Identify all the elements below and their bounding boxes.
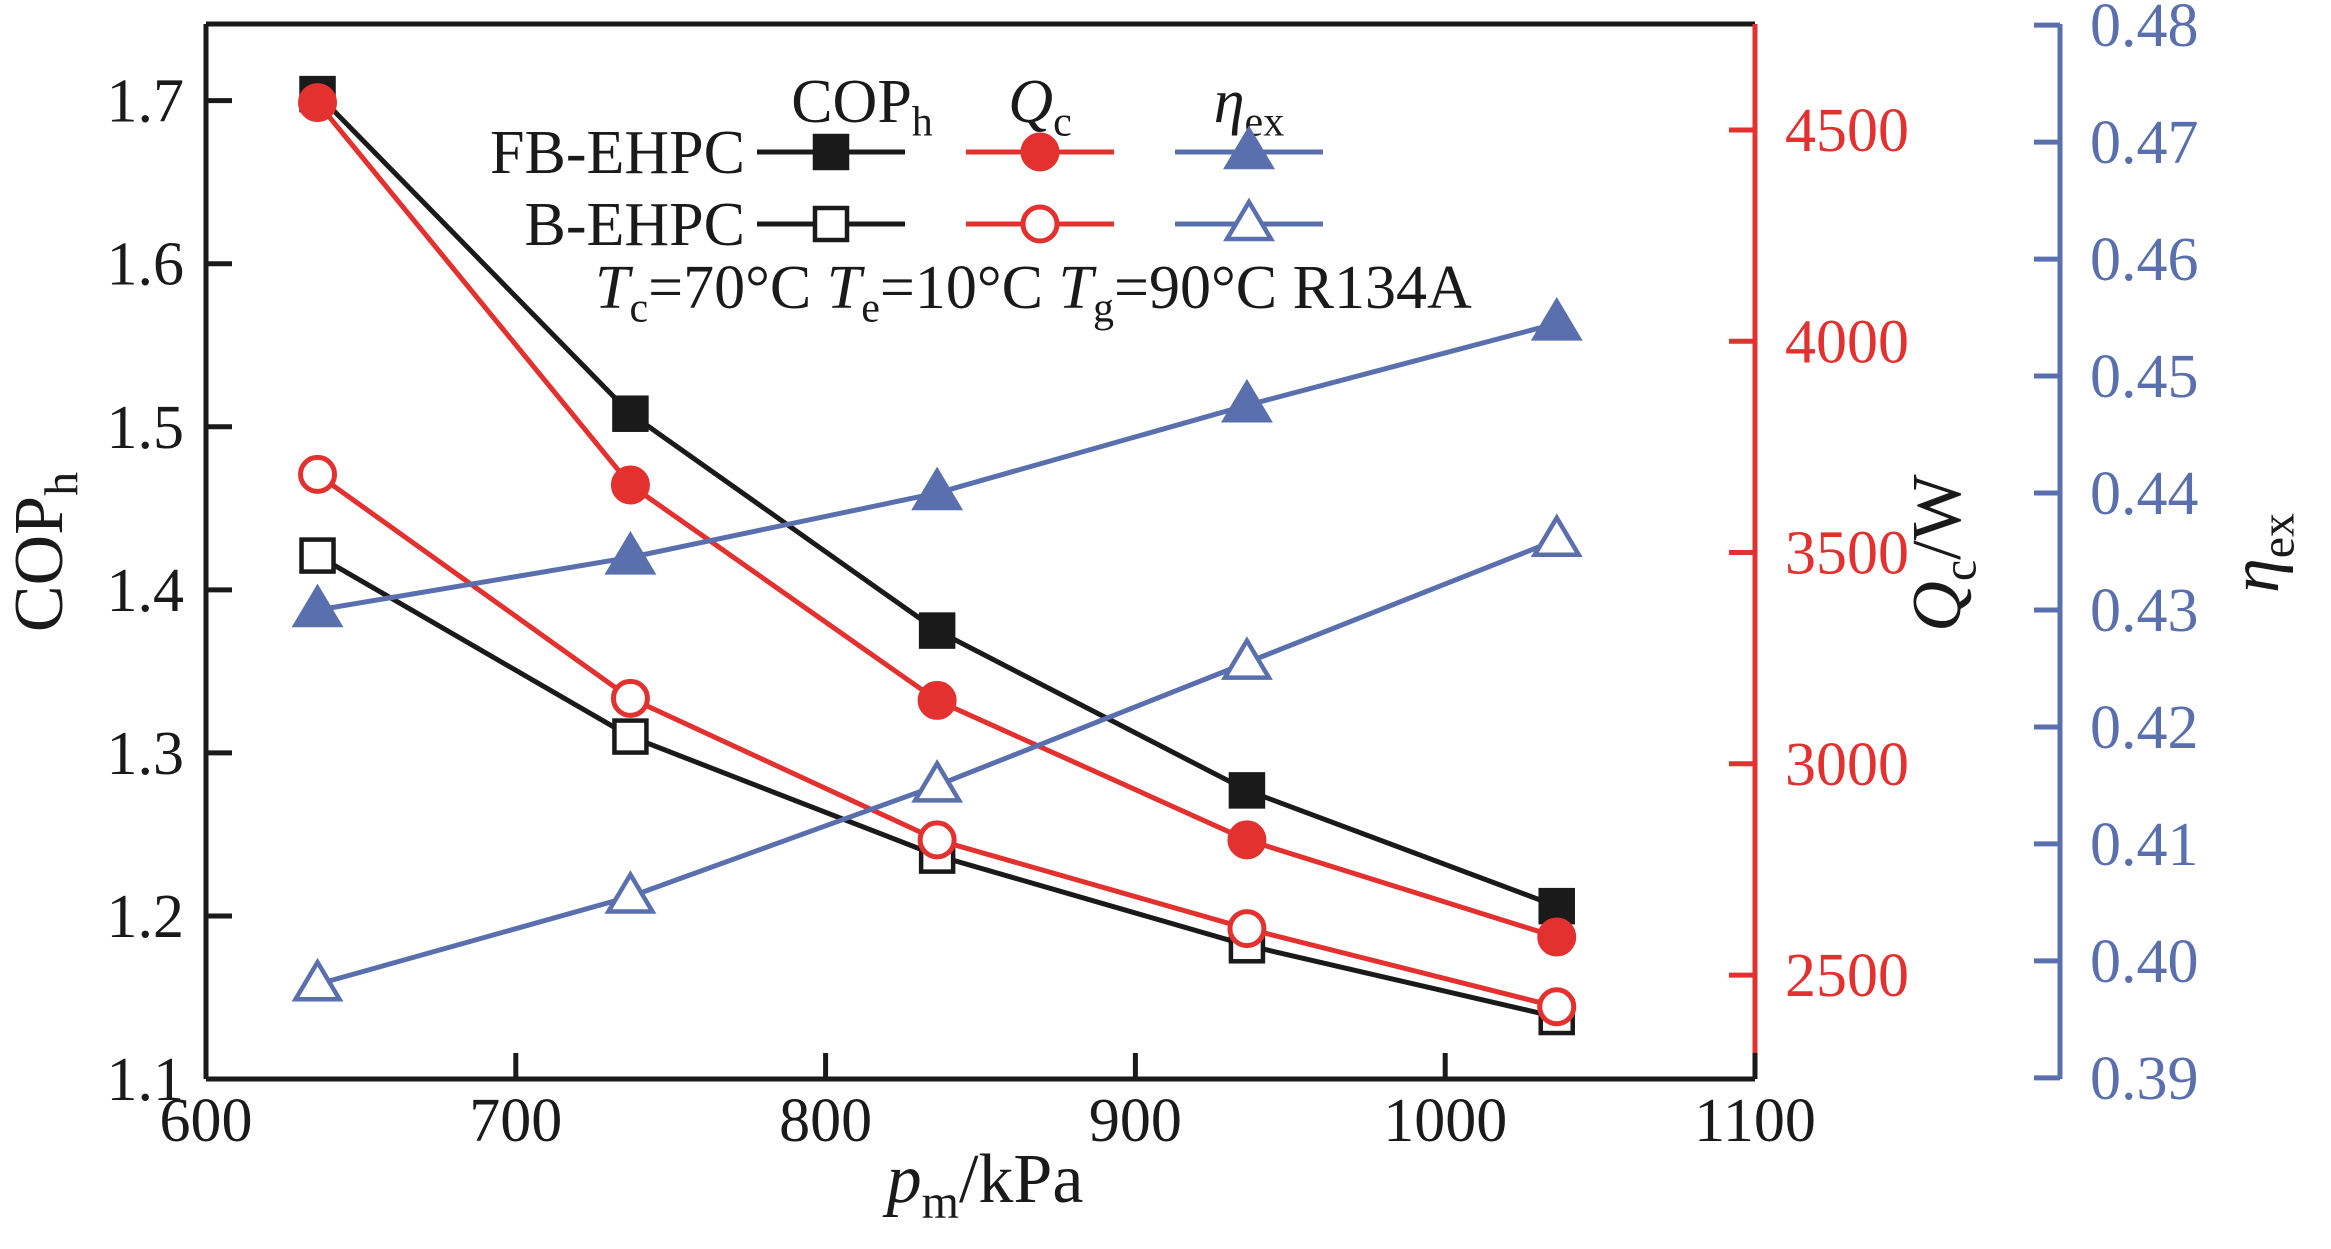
qc-fb-marker	[917, 680, 957, 720]
y-left-tick-label: 1.6	[107, 231, 185, 299]
eta-tick-label: 0.45	[2090, 343, 2199, 411]
x-tick-label: 1000	[1383, 1087, 1507, 1155]
eta-fb-marker	[1220, 378, 1273, 423]
cop-b-marker	[612, 718, 649, 755]
y-left-tick-label: 1.2	[107, 883, 185, 951]
qc-tick-label: 4500	[1785, 97, 1909, 165]
y-left-axis-title: COPh	[1, 472, 88, 632]
legend-sample-marker-qc	[1020, 204, 1060, 244]
axes: 600 700 800 900 1000 1100 1.1 1.2 1.3 1.4 1.5 1.6 1.…	[1, 0, 2304, 1228]
qc-tick-label: 4000	[1785, 308, 1909, 376]
eta-tick-label: 0.41	[2090, 811, 2199, 879]
qc-b-marker	[917, 820, 957, 860]
series-eta-fb	[291, 297, 1583, 628]
eta-fb-marker	[604, 530, 657, 575]
qc-fb-marker	[610, 465, 650, 505]
eta-tick-label: 0.40	[2090, 928, 2199, 996]
cop-b-marker	[299, 537, 336, 574]
qc-tick-label: 3000	[1785, 731, 1909, 799]
eta-b-marker	[1220, 636, 1273, 680]
eta-tick-label: 0.46	[2090, 226, 2199, 294]
eta-tick-label: 0.48	[2090, 0, 2199, 60]
qc-b-marker	[1537, 987, 1577, 1027]
legend-row-label: B-EHPC	[525, 191, 745, 259]
series-qc-b	[298, 454, 1577, 1027]
legend-row-label: FB-EHPC	[490, 119, 745, 187]
legend-header-eta: ηex	[1214, 68, 1284, 146]
series-line-qc-fb	[315, 101, 1558, 940]
qc-tick-label: 2500	[1785, 942, 1909, 1010]
qc-fb-marker	[1227, 820, 1267, 860]
y-left-tick-label: 1.4	[107, 557, 185, 625]
eta-b-marker	[911, 759, 964, 803]
eta-tick-label: 0.39	[2090, 1045, 2199, 1113]
eta-tick-label: 0.44	[2090, 460, 2199, 528]
eta-tick-label: 0.43	[2090, 577, 2199, 645]
qc-b-marker	[1227, 909, 1267, 949]
eta-axis-title: ηex	[2217, 513, 2304, 593]
cop-fb-marker	[612, 395, 649, 432]
x-tick-label: 600	[160, 1087, 253, 1155]
y-left-tick-label: 1.7	[107, 68, 185, 136]
eta-fb-marker	[911, 466, 964, 511]
qc-b-marker	[298, 454, 338, 494]
series-eta-b	[291, 513, 1583, 1002]
cop-fb-marker	[1228, 772, 1266, 809]
legend-sample-marker-cop	[812, 205, 850, 243]
legend-sample-marker-cop	[812, 133, 850, 171]
legend-header-qc: Qc	[1008, 68, 1071, 146]
qc-axis-title: Qc/W	[1899, 474, 1986, 631]
legend-header-cop: COPh	[791, 68, 933, 146]
cop-fb-marker	[1538, 887, 1575, 925]
eta-fb-marker	[291, 583, 344, 628]
eta-tick-label: 0.42	[2090, 694, 2199, 762]
x-axis-title: pm/kPa	[882, 1141, 1084, 1228]
x-tick-label: 1100	[1694, 1087, 1816, 1155]
qc-fb-marker	[1537, 917, 1577, 957]
condition-text: Tc=70°C Te=10°C Tg=90°C R134A	[595, 254, 1472, 332]
cop-fb-marker	[918, 612, 956, 649]
legend-sample-marker-eta	[1223, 125, 1275, 170]
x-tick-label: 800	[779, 1087, 872, 1155]
x-tick-label: 900	[1089, 1087, 1182, 1155]
y-left-tick-label: 1.5	[107, 394, 185, 462]
legend-sample-marker-eta	[1223, 197, 1275, 242]
qc-fb-marker	[298, 83, 338, 123]
legend-sample-marker-qc	[1020, 132, 1060, 172]
eta-b-marker	[291, 957, 344, 1002]
qc-b-marker	[610, 678, 650, 718]
series-qc-fb	[298, 83, 1577, 957]
qc-tick-label: 3500	[1785, 520, 1909, 588]
y-left-tick-label: 1.1	[107, 1046, 185, 1114]
y-left-tick-label: 1.3	[107, 720, 185, 788]
eta-b-marker	[1530, 513, 1583, 558]
series-line-qc-b	[316, 472, 1558, 1010]
eta-b-marker	[604, 870, 657, 914]
eta-fb-marker	[1530, 297, 1583, 341]
x-tick-label: 700	[469, 1087, 562, 1155]
eta-tick-label: 0.47	[2090, 109, 2199, 177]
